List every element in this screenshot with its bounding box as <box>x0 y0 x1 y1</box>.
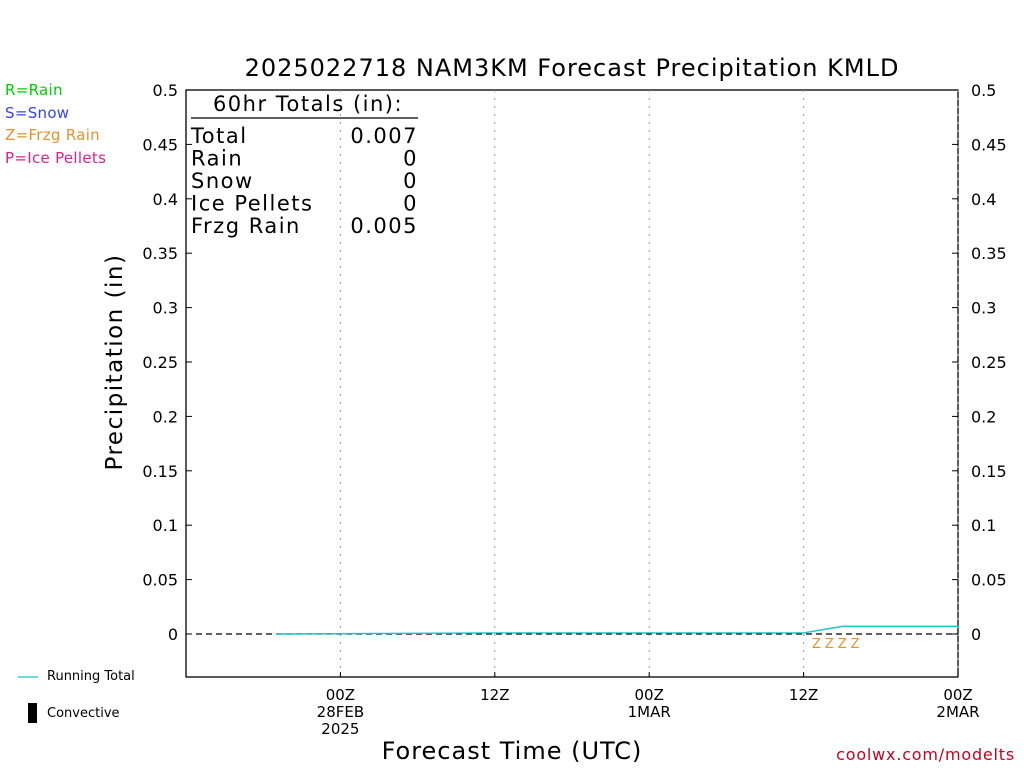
x-tick-label: 12Z <box>480 686 509 704</box>
y-tick-label-left: 0.45 <box>142 135 178 154</box>
x-tick-label: 2MAR <box>936 703 979 721</box>
y-axis-label: Precipitation (in) <box>102 254 128 471</box>
frzg-rain-marker: Z <box>812 637 821 652</box>
y-tick-label-right: 0.4 <box>971 190 996 209</box>
frzg-rain-marker: Z <box>838 637 847 652</box>
x-tick-label: 00Z <box>635 686 664 704</box>
x-tick-label: 2025 <box>321 720 359 738</box>
running-total-key-swatch <box>18 676 38 678</box>
convective-key-swatch <box>28 703 37 723</box>
x-tick-label: 12Z <box>789 686 818 704</box>
frzg-rain-marker: Z <box>851 637 860 652</box>
y-tick-label-left: 0.2 <box>153 407 178 426</box>
source-credit: coolwx.com/modelts <box>836 745 1015 764</box>
y-tick-label-right: 0.15 <box>971 462 1007 481</box>
running-total-line <box>276 625 958 635</box>
chart-title: 2025022718 NAM3KM Forecast Precipitation… <box>245 54 900 82</box>
convective-key-label: Convective <box>47 706 120 721</box>
totals-row-value: 0 <box>403 147 418 171</box>
y-tick-label-right: 0.1 <box>971 516 996 535</box>
x-tick-label: 00Z <box>943 686 972 704</box>
y-tick-label-right: 0.5 <box>971 81 996 100</box>
running-total-key-label: Running Total <box>47 669 135 684</box>
totals-row-label: Snow <box>191 169 254 193</box>
y-tick-label-left: 0.5 <box>153 81 178 100</box>
y-tick-label-left: 0.1 <box>153 516 178 535</box>
totals-header: 60hr Totals (in): <box>213 92 403 116</box>
legend-item: P=Ice Pellets <box>5 148 107 167</box>
y-tick-label-right: 0.05 <box>971 571 1007 590</box>
y-tick-label-right: 0.3 <box>971 299 996 318</box>
y-tick-label-left: 0 <box>168 625 178 644</box>
y-tick-label-left: 0.4 <box>153 190 178 209</box>
y-tick-label-right: 0.35 <box>971 244 1007 263</box>
totals-row-value: 0.005 <box>350 214 418 238</box>
y-tick-label-right: 0.2 <box>971 407 996 426</box>
y-tick-label-right: 0 <box>971 625 981 644</box>
legend-item: S=Snow <box>5 103 70 122</box>
totals-row-value: 0 <box>403 169 418 193</box>
y-tick-label-left: 0.35 <box>142 244 178 263</box>
totals-row-label: Ice Pellets <box>191 192 313 216</box>
x-tick-label: 00Z <box>326 686 355 704</box>
legend-item: Z=Frzg Rain <box>5 126 100 144</box>
y-tick-label-left: 0.3 <box>153 299 178 318</box>
frzg-rain-marker: Z <box>825 637 834 652</box>
totals-row-label: Total <box>190 124 248 148</box>
plot-area <box>185 89 959 678</box>
y-tick-label-right: 0.25 <box>971 353 1007 372</box>
legend-item: R=Rain <box>5 81 63 99</box>
x-tick-label: 28FEB <box>317 703 364 721</box>
y-tick-label-left: 0.15 <box>142 462 178 481</box>
plot-frame <box>185 89 959 678</box>
x-axis-label: Forecast Time (UTC) <box>382 737 643 765</box>
y-tick-label-right: 0.45 <box>971 135 1007 154</box>
totals-row-value: 0.007 <box>350 124 418 148</box>
y-tick-label-left: 0.05 <box>142 571 178 590</box>
totals-row-label: Frzg Rain <box>191 214 301 238</box>
totals-row-label: Rain <box>191 147 243 171</box>
y-tick-label-left: 0.25 <box>142 353 178 372</box>
x-tick-label: 1MAR <box>628 703 671 721</box>
totals-row-value: 0 <box>403 192 418 216</box>
